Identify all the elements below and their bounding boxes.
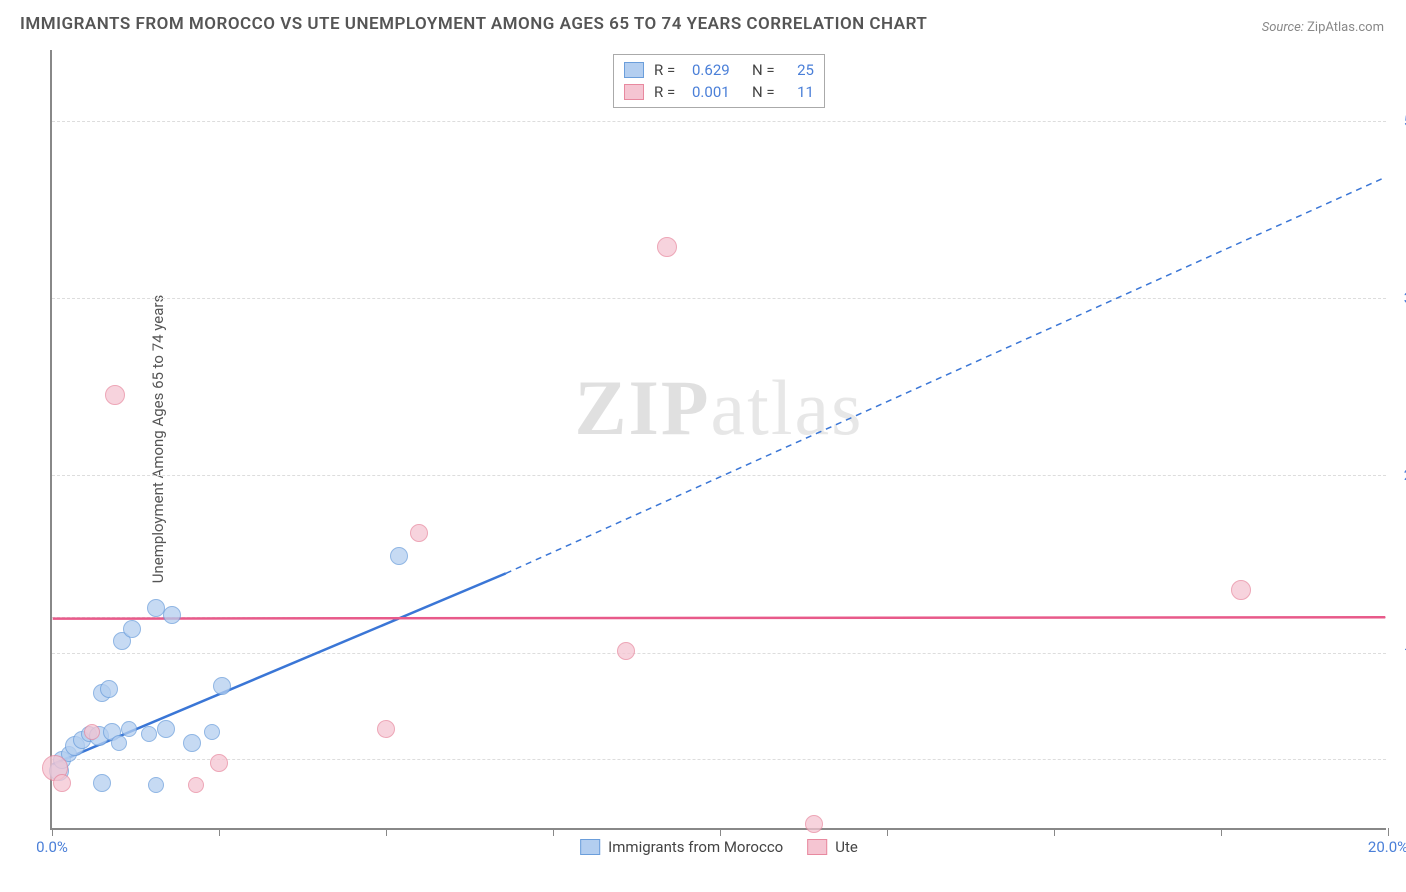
legend-r-value: 0.001 bbox=[692, 83, 742, 101]
legend-n-label: N = bbox=[752, 61, 780, 79]
legend-series-label: Ute bbox=[835, 838, 858, 856]
legend-r-label: R = bbox=[654, 61, 682, 79]
scatter-point bbox=[100, 680, 118, 698]
watermark: ZIPatlas bbox=[575, 363, 864, 453]
x-tick-label-end: 20.0% bbox=[1368, 838, 1406, 856]
x-tick bbox=[52, 828, 53, 836]
chart-container: ZIPatlas Unemployment Among Ages 65 to 7… bbox=[50, 50, 1386, 862]
legend-series-label: Immigrants from Morocco bbox=[608, 838, 783, 856]
scatter-point bbox=[163, 606, 181, 624]
x-tick bbox=[887, 828, 888, 836]
scatter-point bbox=[157, 720, 175, 738]
x-tick bbox=[1054, 828, 1055, 836]
scatter-point bbox=[1231, 580, 1251, 600]
scatter-point bbox=[805, 815, 823, 833]
x-tick bbox=[1388, 828, 1389, 836]
x-tick bbox=[219, 828, 220, 836]
scatter-point bbox=[188, 777, 204, 793]
legend-series-item: Immigrants from Morocco bbox=[580, 838, 783, 856]
legend-swatch bbox=[624, 84, 644, 100]
legend-n-value: 11 bbox=[790, 83, 814, 101]
scatter-point bbox=[390, 547, 408, 565]
source-label: Source: bbox=[1262, 20, 1304, 35]
x-tick bbox=[1221, 828, 1222, 836]
legend-swatch bbox=[580, 839, 600, 855]
gridline-h bbox=[52, 298, 1386, 299]
legend-bottom: Immigrants from Morocco Ute bbox=[580, 838, 858, 856]
x-tick-label-start: 0.0% bbox=[36, 838, 68, 856]
x-tick bbox=[553, 828, 554, 836]
legend-n-label: N = bbox=[752, 83, 780, 101]
legend-correlation-row: R = 0.629 N = 25 bbox=[624, 59, 814, 81]
gridline-h bbox=[52, 759, 1386, 760]
legend-swatch bbox=[624, 62, 644, 78]
source-attribution: Source: ZipAtlas.com bbox=[1262, 20, 1384, 35]
gridline-h bbox=[52, 121, 1386, 122]
scatter-point bbox=[123, 620, 141, 638]
scatter-point bbox=[410, 524, 428, 542]
legend-n-value: 25 bbox=[790, 61, 814, 79]
scatter-point bbox=[204, 724, 220, 740]
scatter-point bbox=[53, 774, 71, 792]
scatter-point bbox=[657, 237, 677, 257]
watermark-atlas: atlas bbox=[711, 364, 864, 451]
scatter-point bbox=[93, 774, 111, 792]
source-value: ZipAtlas.com bbox=[1307, 20, 1384, 35]
chart-title: IMMIGRANTS FROM MOROCCO VS UTE UNEMPLOYM… bbox=[20, 14, 927, 34]
gridline-h bbox=[52, 653, 1386, 654]
legend-series-item: Ute bbox=[807, 838, 858, 856]
watermark-zip: ZIP bbox=[575, 364, 711, 451]
gridline-h bbox=[52, 475, 1386, 476]
scatter-point bbox=[617, 642, 635, 660]
trend-line-dashed bbox=[506, 177, 1385, 573]
scatter-point bbox=[111, 735, 127, 751]
scatter-point bbox=[105, 385, 125, 405]
scatter-point bbox=[121, 721, 137, 737]
scatter-point bbox=[148, 777, 164, 793]
scatter-point bbox=[210, 754, 228, 772]
scatter-point bbox=[183, 734, 201, 752]
legend-correlation-box: R = 0.629 N = 25 R = 0.001 N = 11 bbox=[613, 54, 825, 108]
x-tick bbox=[720, 828, 721, 836]
scatter-point bbox=[141, 726, 157, 742]
legend-correlation-row: R = 0.001 N = 11 bbox=[624, 81, 814, 103]
scatter-point bbox=[84, 724, 100, 740]
scatter-point bbox=[213, 677, 231, 695]
scatter-point bbox=[377, 720, 395, 738]
scatter-point bbox=[147, 599, 165, 617]
x-tick bbox=[386, 828, 387, 836]
legend-r-label: R = bbox=[654, 83, 682, 101]
y-axis-label: Unemployment Among Ages 65 to 74 years bbox=[149, 295, 167, 583]
legend-swatch bbox=[807, 839, 827, 855]
legend-r-value: 0.629 bbox=[692, 61, 742, 79]
plot-area: ZIPatlas Unemployment Among Ages 65 to 7… bbox=[50, 50, 1386, 830]
gridline-h bbox=[52, 617, 1386, 618]
trend-lines-svg bbox=[52, 50, 1386, 828]
